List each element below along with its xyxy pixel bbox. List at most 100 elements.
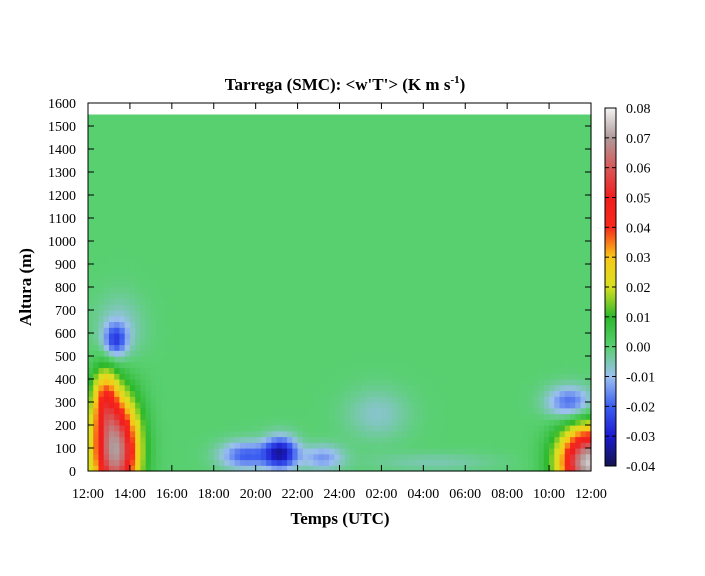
heatmap-cell <box>360 264 367 271</box>
heatmap-cell <box>187 166 194 173</box>
heatmap-cell <box>266 298 272 305</box>
heatmap-cell <box>166 379 173 386</box>
heatmap-cell <box>460 442 466 449</box>
heatmap-cell <box>271 149 278 156</box>
heatmap-cell <box>418 275 424 282</box>
heatmap-cell <box>376 442 383 449</box>
heatmap-cell <box>460 172 466 179</box>
heatmap-cell <box>386 373 393 380</box>
heatmap-cell <box>444 367 451 374</box>
heatmap-cell <box>281 402 288 409</box>
heatmap-cell <box>129 465 136 472</box>
heatmap-cell <box>370 356 377 363</box>
heatmap-cell <box>292 229 299 236</box>
heatmap-cell <box>349 114 356 121</box>
heatmap-cell <box>156 390 162 397</box>
heatmap-cell <box>203 200 210 208</box>
heatmap-cell <box>381 114 388 121</box>
heatmap-cell <box>281 407 288 415</box>
heatmap-cell <box>439 356 445 363</box>
heatmap-cell <box>166 292 173 300</box>
heatmap-cell <box>407 379 414 386</box>
heatmap-cell <box>449 131 456 139</box>
heatmap-cell <box>135 448 141 455</box>
heatmap-cell <box>203 275 210 282</box>
heatmap-cell <box>255 235 262 242</box>
heatmap-cell <box>349 407 356 415</box>
heatmap-cell <box>260 390 267 397</box>
heatmap-cell <box>418 195 424 202</box>
heatmap-cell <box>166 246 173 254</box>
heatmap-cell <box>177 465 183 472</box>
heatmap-cell <box>129 143 136 150</box>
heatmap-cell <box>250 287 257 294</box>
heatmap-cell <box>334 177 341 185</box>
heatmap-cell <box>145 269 152 277</box>
heatmap-cell <box>229 396 236 403</box>
heatmap-cell <box>276 269 283 277</box>
heatmap-cell <box>391 154 398 162</box>
heatmap-cell <box>402 143 409 150</box>
heatmap-cell <box>166 177 173 185</box>
heatmap-cell <box>177 373 183 380</box>
heatmap-cell <box>266 189 272 196</box>
heatmap-cell <box>334 407 341 415</box>
heatmap-cell <box>465 361 472 369</box>
heatmap-cell <box>208 160 215 167</box>
heatmap-cell <box>480 402 487 409</box>
heatmap-cell <box>433 166 440 173</box>
heatmap-cell <box>297 172 304 179</box>
heatmap-cell <box>302 321 309 328</box>
heatmap-cell <box>376 264 383 271</box>
heatmap-cell <box>355 448 362 455</box>
heatmap-cell <box>198 126 204 133</box>
heatmap-cell <box>108 264 115 271</box>
heatmap-cell <box>349 189 356 196</box>
heatmap-cell <box>171 442 178 449</box>
heatmap-cell <box>150 361 157 369</box>
heatmap-cell <box>150 396 157 403</box>
heatmap-cell <box>161 126 168 133</box>
heatmap-cell <box>308 252 314 259</box>
heatmap-cell <box>470 264 477 271</box>
heatmap-cell <box>355 315 362 323</box>
heatmap-cell <box>470 287 477 294</box>
heatmap-cell <box>203 218 210 225</box>
heatmap-cell <box>475 356 482 363</box>
heatmap-cell <box>344 200 351 208</box>
heatmap-cell <box>124 338 131 346</box>
heatmap-cell <box>444 333 451 340</box>
heatmap-cell <box>218 212 225 219</box>
heatmap-cell <box>297 298 304 305</box>
heatmap-cell <box>355 275 362 282</box>
heatmap-cell <box>344 287 351 294</box>
heatmap-cell <box>119 430 126 438</box>
heatmap-cell <box>297 137 304 144</box>
heatmap-cell <box>480 321 487 328</box>
heatmap-cell <box>187 390 194 397</box>
heatmap-cell <box>297 218 304 225</box>
heatmap-cell <box>360 344 367 351</box>
heatmap-cell <box>407 223 414 231</box>
heatmap-cell <box>344 149 351 156</box>
heatmap-cell <box>192 327 199 334</box>
heatmap-cell <box>218 384 225 392</box>
heatmap-cell <box>150 269 157 277</box>
heatmap-cell <box>381 448 388 455</box>
heatmap-cell <box>391 235 398 242</box>
heatmap-cell <box>114 384 121 392</box>
heatmap-cell <box>271 172 278 179</box>
heatmap-cell <box>208 287 215 294</box>
heatmap-cell <box>365 453 372 461</box>
heatmap-cell <box>119 459 126 466</box>
heatmap-cell <box>402 235 409 242</box>
heatmap-cell <box>292 166 299 173</box>
heatmap-cell <box>344 413 351 420</box>
heatmap-cell <box>360 436 367 443</box>
heatmap-cell <box>391 287 398 294</box>
heatmap-cell <box>339 419 346 426</box>
heatmap-cell <box>108 425 115 432</box>
heatmap-cell <box>203 269 210 277</box>
heatmap-cell <box>177 275 183 282</box>
heatmap-cell <box>292 379 299 386</box>
